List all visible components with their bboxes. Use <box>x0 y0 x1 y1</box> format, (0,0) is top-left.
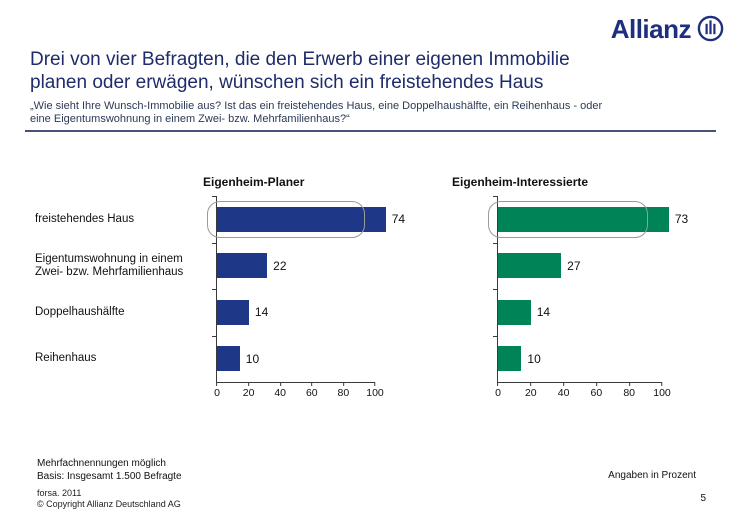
bar-value: 73 <box>674 212 689 226</box>
category-label: Doppelhaushälfte <box>35 305 125 318</box>
category-label: Reihenhaus <box>35 352 97 365</box>
bar-value: 22 <box>273 258 287 273</box>
category-label: Eigentumswohnung in einem Zwei- bzw. Meh… <box>35 252 184 278</box>
x-axis-tick: 100 <box>366 382 384 399</box>
y-axis-tick <box>493 196 498 197</box>
unit-note: Angaben in Prozent <box>608 470 696 481</box>
chart-planer: 74 22 14 10 0 20 40 60 80 100 <box>207 196 405 399</box>
bar-value: 14 <box>536 305 551 319</box>
x-axis-tick: 60 <box>591 382 602 399</box>
bar-interessierte-doppelhaushaelfte <box>498 299 531 325</box>
category-label: freistehendes Haus <box>35 212 135 225</box>
y-axis-tick <box>212 289 217 290</box>
survey-question: „Wie sieht Ihre Wunsch-Immobilie aus? Is… <box>30 100 720 125</box>
source-note: forsa. 2011 © Copyright Allianz Deutschl… <box>37 488 181 510</box>
bar-value: 14 <box>254 305 269 319</box>
category-labels: freistehendes Haus Eigentumswohnung in e… <box>35 196 205 382</box>
bar-interessierte-eigentumswohnung <box>498 253 562 278</box>
x-axis-tick: 100 <box>653 382 671 399</box>
y-axis-tick <box>212 196 217 197</box>
page-title-line1: Drei von vier Befragten, die den Erwerb … <box>30 49 570 70</box>
bar-value: 74 <box>391 212 406 226</box>
y-axis-tick <box>493 335 498 337</box>
allianz-logo: Allianz <box>611 15 724 42</box>
bar-row: 27 <box>498 243 662 290</box>
bar-row: 14 <box>498 289 662 336</box>
bar-value: 27 <box>567 258 581 273</box>
allianz-logo-text: Allianz <box>610 13 692 44</box>
footnote: Mehrfachnennungen möglich Basis: Insgesa… <box>37 458 182 483</box>
allianz-eagle-icon <box>697 15 724 42</box>
bar-interessierte-reihenhaus <box>498 346 522 371</box>
bar-row: 10 <box>498 336 662 383</box>
footnote-line2: Basis: Insgesamt 1.500 Befragte <box>37 470 182 482</box>
chart-title-interessierte: Eigenheim-Interessierte <box>452 175 589 189</box>
survey-question-line1: „Wie sieht Ihre Wunsch-Immobilie aus? Is… <box>30 100 603 112</box>
x-axis-tick: 40 <box>274 382 286 399</box>
footnote-line1: Mehrfachnennungen möglich <box>37 458 166 469</box>
x-axis-tick: 40 <box>558 382 569 399</box>
y-axis-tick <box>212 242 217 244</box>
bar-row: 22 <box>217 243 375 290</box>
x-axis-tick: 0 <box>495 382 501 399</box>
header-divider <box>25 130 716 132</box>
bar-row: 14 <box>217 289 375 336</box>
bar-planer-reihenhaus <box>217 346 240 371</box>
y-axis-tick <box>493 289 498 290</box>
x-axis-tick: 80 <box>338 382 349 399</box>
bar-row: 10 <box>217 336 375 383</box>
bar-value: 10 <box>245 351 260 366</box>
bar-planer-eigentumswohnung <box>217 253 268 278</box>
x-axis-tick: 60 <box>306 382 318 399</box>
highlight-outline <box>207 201 365 238</box>
x-axis-tick: 20 <box>243 382 254 399</box>
chart-title-planer: Eigenheim-Planer <box>203 175 305 189</box>
x-axis-tick: 20 <box>525 382 537 399</box>
survey-question-line2: eine Eigentumswohnung in einem Zwei- bzw… <box>30 112 350 125</box>
highlight-outline <box>488 201 648 238</box>
x-axis-tick: 80 <box>623 382 635 399</box>
chart-interessierte: 73 27 14 10 0 20 40 60 80 100 <box>488 196 688 399</box>
bar-value: 10 <box>527 351 541 366</box>
y-axis-tick <box>212 335 217 337</box>
x-axis-tick: 0 <box>214 382 220 399</box>
page-title: Drei von vier Befragten, die den Erwerb … <box>30 49 710 94</box>
source-line1: forsa. 2011 <box>37 488 82 498</box>
y-axis-tick <box>493 242 498 244</box>
page-title-line2: planen oder erwägen, wünschen sich ein f… <box>30 71 544 93</box>
bar-planer-doppelhaushaelfte <box>217 299 249 325</box>
page-number: 5 <box>700 493 706 504</box>
source-line2: © Copyright Allianz Deutschland AG <box>37 499 181 509</box>
